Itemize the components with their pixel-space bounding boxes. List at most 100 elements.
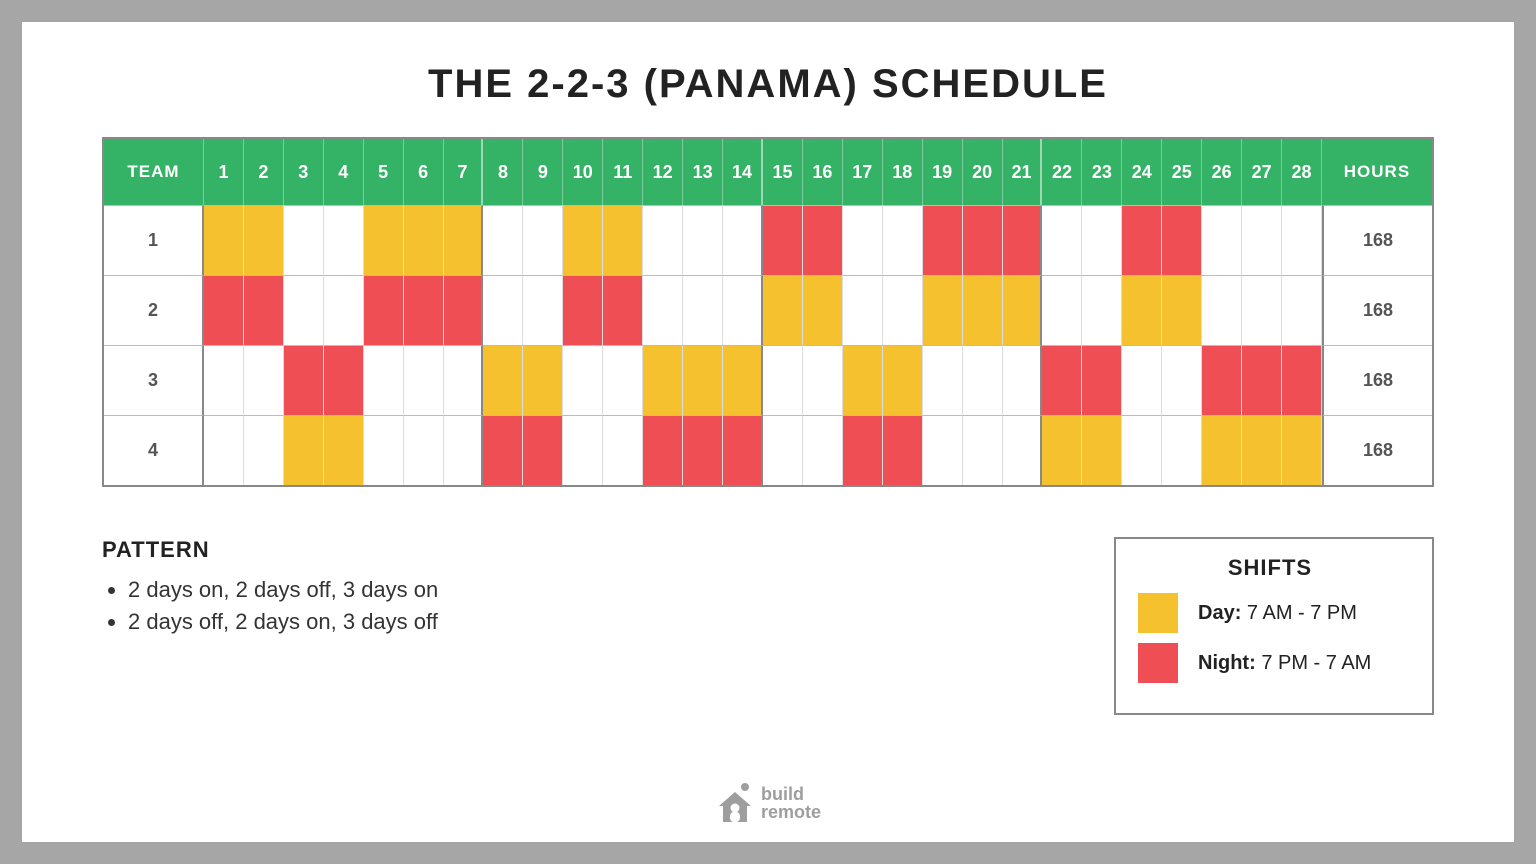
schedule-cell — [1082, 275, 1122, 345]
schedule-cell — [1242, 415, 1282, 485]
schedule-cell — [324, 205, 364, 275]
schedule-cell — [523, 275, 563, 345]
team-label: 3 — [104, 345, 204, 415]
schedule-cell — [364, 415, 404, 485]
schedule-cell — [763, 415, 803, 485]
schedule-cell — [1242, 345, 1282, 415]
schedule-cell — [643, 415, 683, 485]
schedule-cell — [963, 275, 1003, 345]
col-header-day: 22 — [1042, 139, 1082, 205]
pattern-section: PATTERN 2 days on, 2 days off, 3 days on… — [102, 537, 438, 641]
hours-cell: 168 — [1322, 205, 1432, 275]
col-header-day: 11 — [603, 139, 643, 205]
schedule-cell — [1282, 415, 1322, 485]
schedule-cell — [843, 345, 883, 415]
schedule-cell — [244, 275, 284, 345]
schedule-cell — [923, 275, 963, 345]
col-header-day: 1 — [204, 139, 244, 205]
legend-swatch — [1138, 643, 1178, 683]
schedule-cell — [883, 205, 923, 275]
schedule-cell — [404, 415, 444, 485]
schedule-cell — [404, 275, 444, 345]
schedule-cell — [563, 345, 603, 415]
schedule-cell — [883, 415, 923, 485]
schedule-cell — [683, 275, 723, 345]
schedule-cell — [843, 275, 883, 345]
schedule-cell — [603, 415, 643, 485]
col-header-day: 13 — [683, 139, 723, 205]
schedule-cell — [324, 275, 364, 345]
schedule-cell — [444, 415, 484, 485]
schedule-cell — [803, 415, 843, 485]
pattern-item: 2 days on, 2 days off, 3 days on — [128, 577, 438, 603]
schedule-cell — [963, 345, 1003, 415]
col-header-day: 12 — [643, 139, 683, 205]
col-header-day: 10 — [563, 139, 603, 205]
schedule-cell — [843, 415, 883, 485]
schedule-cell — [803, 205, 843, 275]
schedule-cell — [1082, 345, 1122, 415]
schedule-cell — [603, 205, 643, 275]
schedule-cell — [324, 345, 364, 415]
schedule-cell — [1003, 345, 1043, 415]
schedule-cell — [883, 345, 923, 415]
pattern-list: 2 days on, 2 days off, 3 days on2 days o… — [102, 577, 438, 635]
brand-text-2: remote — [761, 803, 821, 821]
team-label: 1 — [104, 205, 204, 275]
schedule-cell — [523, 205, 563, 275]
shifts-heading: SHIFTS — [1138, 555, 1402, 581]
schedule-cell — [683, 205, 723, 275]
schedule-cell — [364, 205, 404, 275]
hours-cell: 168 — [1322, 415, 1432, 485]
schedule-cell — [723, 205, 763, 275]
schedule-cell — [284, 205, 324, 275]
schedule-cell — [883, 275, 923, 345]
schedule-cell — [723, 345, 763, 415]
col-header-day: 24 — [1122, 139, 1162, 205]
col-header-day: 28 — [1282, 139, 1322, 205]
schedule-cell — [1162, 415, 1202, 485]
schedule-cell — [1282, 205, 1322, 275]
schedule-cell — [523, 345, 563, 415]
schedule-cell — [1122, 345, 1162, 415]
schedule-cell — [763, 205, 803, 275]
schedule-cell — [563, 205, 603, 275]
schedule-cell — [444, 345, 484, 415]
schedule-cell — [444, 275, 484, 345]
schedule-cell — [244, 415, 284, 485]
schedule-cell — [643, 205, 683, 275]
pattern-heading: PATTERN — [102, 537, 438, 563]
col-header-day: 25 — [1162, 139, 1202, 205]
schedule-cell — [643, 275, 683, 345]
schedule-cell — [523, 415, 563, 485]
schedule-cell — [204, 205, 244, 275]
schedule-cell — [1082, 415, 1122, 485]
col-header-day: 18 — [883, 139, 923, 205]
col-header-day: 21 — [1003, 139, 1043, 205]
home-icon — [715, 782, 755, 824]
schedule-cell — [763, 275, 803, 345]
legend-row: Day: 7 AM - 7 PM — [1138, 593, 1402, 633]
schedule-cell — [1162, 345, 1202, 415]
schedule-cell — [364, 275, 404, 345]
team-label: 2 — [104, 275, 204, 345]
schedule-cell — [1202, 275, 1242, 345]
schedule-cell — [244, 345, 284, 415]
schedule-cell — [483, 205, 523, 275]
schedule-cell — [483, 275, 523, 345]
shifts-legend: SHIFTS Day: 7 AM - 7 PMNight: 7 PM - 7 A… — [1114, 537, 1434, 715]
legend-label: Day: 7 AM - 7 PM — [1198, 602, 1357, 625]
schedule-cell — [683, 345, 723, 415]
schedule-cell — [284, 345, 324, 415]
schedule-cell — [284, 415, 324, 485]
col-header-hours: HOURS — [1322, 139, 1432, 205]
schedule-cell — [1202, 345, 1242, 415]
schedule-cell — [763, 345, 803, 415]
schedule-cell — [404, 205, 444, 275]
schedule-cell — [284, 275, 324, 345]
schedule-cell — [244, 205, 284, 275]
schedule-cell — [1282, 275, 1322, 345]
schedule-cell — [404, 345, 444, 415]
schedule-cell — [1042, 345, 1082, 415]
schedule-cell — [1162, 205, 1202, 275]
